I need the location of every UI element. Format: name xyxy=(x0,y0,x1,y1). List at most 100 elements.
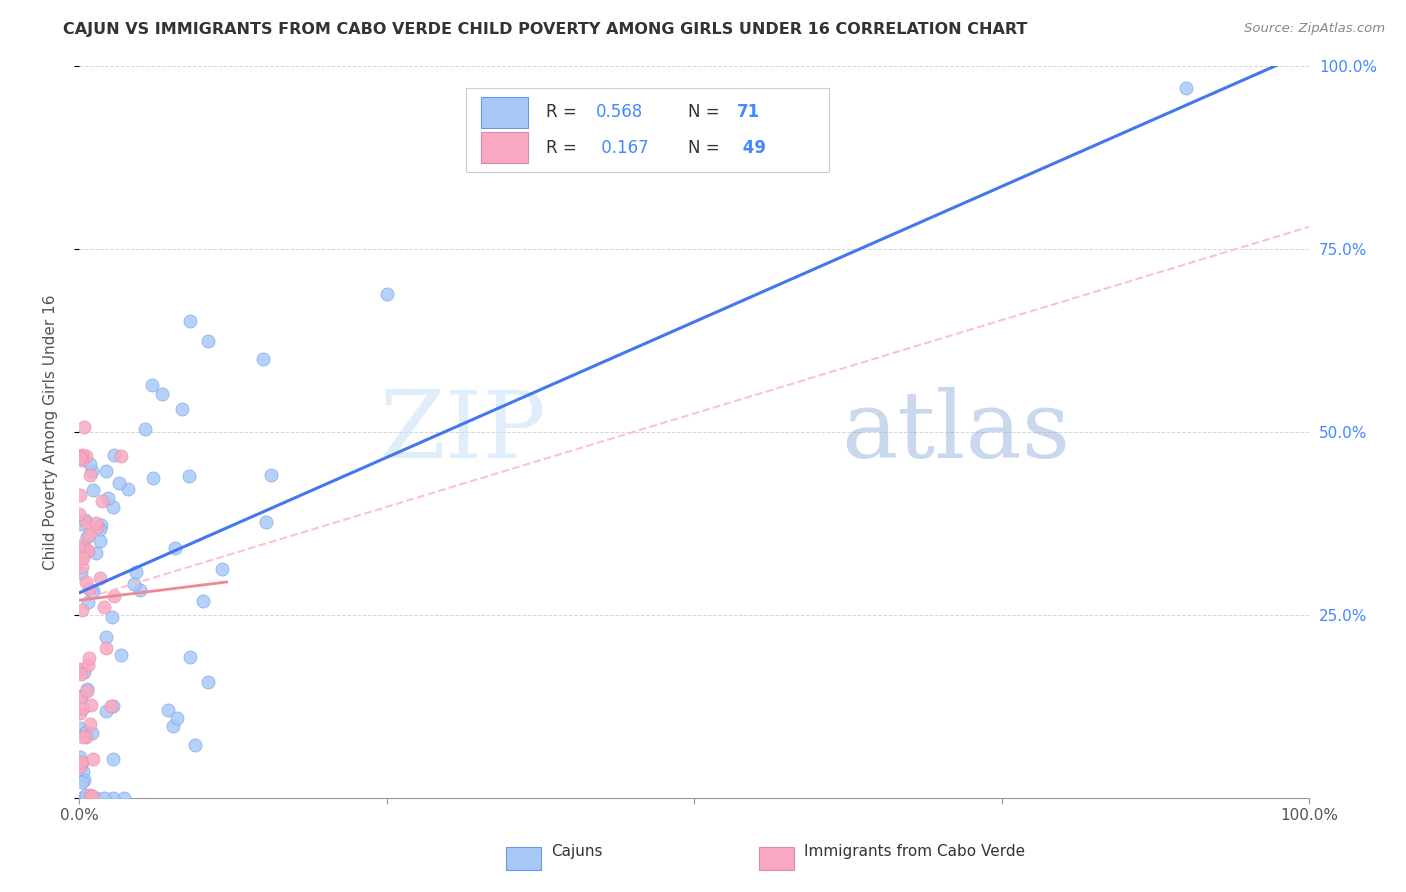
Point xyxy=(75,724,97,739)
Point xyxy=(69,721,91,735)
Point xyxy=(70,547,93,561)
Point xyxy=(101,752,124,766)
Point xyxy=(69,517,91,532)
Point xyxy=(193,593,215,607)
Point xyxy=(110,449,132,463)
Text: N =: N = xyxy=(688,103,725,121)
Point xyxy=(197,675,219,690)
Point xyxy=(76,788,98,802)
Text: Source: ZipAtlas.com: Source: ZipAtlas.com xyxy=(1244,22,1385,36)
Point xyxy=(69,689,91,703)
Point xyxy=(70,756,93,770)
Point xyxy=(80,583,103,598)
Point xyxy=(75,513,97,527)
Point xyxy=(156,703,179,717)
Point xyxy=(252,351,274,366)
Point xyxy=(73,665,96,679)
Point xyxy=(101,500,124,514)
Point xyxy=(79,467,101,482)
Point xyxy=(179,314,201,328)
Point xyxy=(73,420,96,434)
Point xyxy=(79,788,101,802)
Point xyxy=(76,594,98,608)
Point xyxy=(89,571,111,585)
Point xyxy=(70,603,93,617)
Point xyxy=(79,458,101,472)
Point xyxy=(141,377,163,392)
Point xyxy=(163,541,186,555)
Point xyxy=(94,631,117,645)
Point xyxy=(162,719,184,733)
Point xyxy=(197,334,219,348)
Point xyxy=(97,491,120,506)
Point xyxy=(75,515,97,529)
Point xyxy=(70,756,93,770)
Bar xyxy=(481,132,529,163)
Point xyxy=(89,522,111,536)
Point xyxy=(86,520,108,534)
Point xyxy=(75,730,97,744)
Point xyxy=(100,698,122,713)
Point xyxy=(94,641,117,656)
Point xyxy=(101,610,124,624)
Point xyxy=(101,699,124,714)
Point xyxy=(103,791,125,805)
Point xyxy=(76,543,98,558)
Point xyxy=(75,450,97,464)
Point xyxy=(70,560,93,574)
Point xyxy=(89,533,111,548)
Point xyxy=(84,545,107,559)
Point xyxy=(76,530,98,544)
Point xyxy=(69,450,91,464)
Point xyxy=(96,704,118,718)
Point xyxy=(76,542,98,557)
Point xyxy=(84,516,107,530)
Point xyxy=(72,730,94,744)
Point xyxy=(72,448,94,462)
Point xyxy=(73,772,96,787)
Point xyxy=(375,287,398,301)
Text: R =: R = xyxy=(547,103,582,121)
Point xyxy=(82,464,104,478)
Text: Cajuns: Cajuns xyxy=(551,845,603,859)
Point xyxy=(172,401,194,416)
Y-axis label: Child Poverty Among Girls Under 16: Child Poverty Among Girls Under 16 xyxy=(44,294,58,570)
Text: 71: 71 xyxy=(737,103,761,121)
Point xyxy=(67,662,90,676)
Point xyxy=(70,667,93,681)
Point xyxy=(142,471,165,485)
Point xyxy=(67,541,90,555)
Point xyxy=(110,648,132,663)
Point xyxy=(80,791,103,805)
Point xyxy=(72,700,94,714)
Point xyxy=(72,549,94,564)
Text: 0.568: 0.568 xyxy=(596,103,643,121)
Point xyxy=(70,566,93,580)
Point xyxy=(103,448,125,462)
Point xyxy=(67,507,90,521)
Point xyxy=(177,469,200,483)
Point xyxy=(94,464,117,478)
Point xyxy=(82,483,104,498)
Text: Immigrants from Cabo Verde: Immigrants from Cabo Verde xyxy=(804,845,1025,859)
Text: CAJUN VS IMMIGRANTS FROM CABO VERDE CHILD POVERTY AMONG GIRLS UNDER 16 CORRELATI: CAJUN VS IMMIGRANTS FROM CABO VERDE CHIL… xyxy=(63,22,1028,37)
Text: ZIP: ZIP xyxy=(380,387,547,477)
Point xyxy=(69,690,91,704)
Text: R =: R = xyxy=(547,138,582,157)
Point xyxy=(260,468,283,483)
Point xyxy=(82,752,104,766)
Text: N =: N = xyxy=(688,138,725,157)
Point xyxy=(75,574,97,589)
Point xyxy=(117,482,139,496)
Point xyxy=(122,576,145,591)
Point xyxy=(112,791,135,805)
Point xyxy=(77,658,100,673)
Point xyxy=(72,764,94,779)
Point xyxy=(77,527,100,541)
Point xyxy=(80,789,103,804)
Point xyxy=(70,538,93,552)
Point xyxy=(69,451,91,466)
Point xyxy=(76,684,98,698)
Point xyxy=(108,476,131,491)
Point xyxy=(93,791,115,805)
